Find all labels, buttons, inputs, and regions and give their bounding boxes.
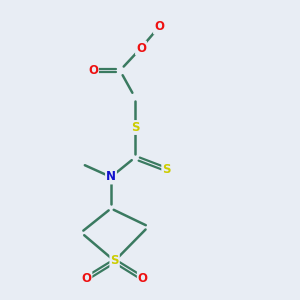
Text: O: O: [138, 272, 148, 285]
Text: O: O: [81, 272, 92, 285]
Text: S: S: [162, 163, 171, 176]
Text: S: S: [131, 121, 139, 134]
Text: O: O: [154, 20, 164, 34]
Text: O: O: [136, 41, 146, 55]
Text: O: O: [88, 64, 98, 77]
Text: S: S: [110, 254, 119, 268]
Text: N: N: [106, 170, 116, 184]
